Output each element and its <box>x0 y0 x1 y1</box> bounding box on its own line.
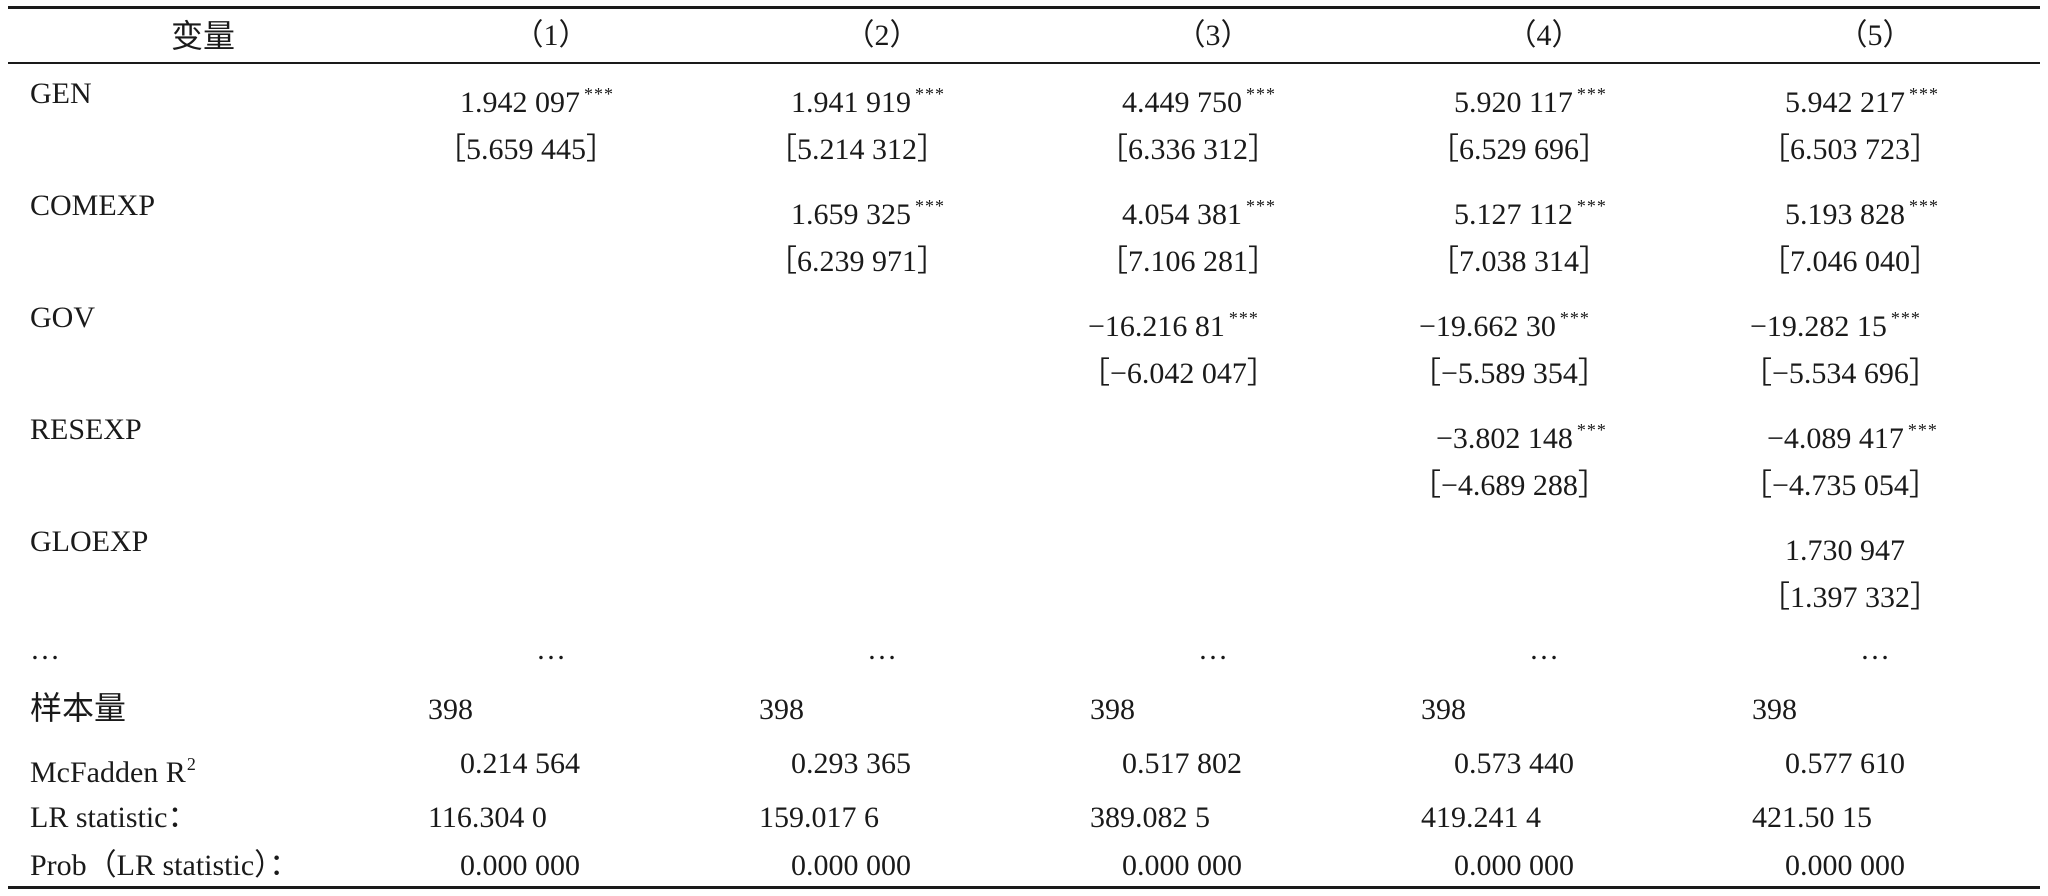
stat-label-lr-statistic: LR statistic： <box>30 801 198 834</box>
regression-table: 变量 （1） （2） （3） （4） （5） GEN 1.942 097 *** … <box>8 6 2040 890</box>
stat-label-prob-lr: Prob（LR statistic）： <box>30 849 300 882</box>
header-col-4: （4） <box>1506 19 1582 52</box>
tstat-resexp-4: ［−4.689 288］ <box>1411 469 1608 502</box>
header-col-5: （5） <box>1837 19 1913 52</box>
mcfadden-r2-3: 0.517 802 <box>1122 747 1242 780</box>
coef-comexp-3: 4.054 381 *** <box>1122 196 1276 231</box>
coef-gov-5: −19.282 15 *** <box>1750 308 1921 343</box>
row-label-comexp: COMEXP <box>30 189 156 222</box>
sample-size-1: 398 <box>428 693 473 726</box>
lr-statistic-4: 419.241 4 <box>1421 801 1541 834</box>
ellipsis-col-4: … <box>1529 633 1559 666</box>
tstat-comexp-2: ［6.239 971］ <box>767 245 947 278</box>
coef-resexp-5: −4.089 417 *** <box>1767 420 1938 455</box>
prob-lr-3: 0.000 000 <box>1122 849 1242 882</box>
tstat-gov-3: ［−6.042 047］ <box>1080 357 1277 390</box>
coef-comexp-4: 5.127 112 *** <box>1454 196 1607 231</box>
tstat-gen-1: ［5.659 445］ <box>436 133 616 166</box>
prob-lr-5: 0.000 000 <box>1785 849 1905 882</box>
header-col-1: （1） <box>513 19 589 52</box>
stat-label-mcfadden-r2: McFadden R2 <box>30 754 197 789</box>
tstat-gov-5: ［−5.534 696］ <box>1742 357 1939 390</box>
header-col-2: （2） <box>844 19 920 52</box>
coef-gen-5: 5.942 217 *** <box>1785 84 1939 119</box>
tstat-gloexp-5: ［1.397 332］ <box>1760 581 1940 614</box>
coef-gen-3: 4.449 750 *** <box>1122 84 1276 119</box>
sample-size-4: 398 <box>1421 693 1466 726</box>
prob-lr-4: 0.000 000 <box>1454 849 1574 882</box>
ellipsis-col-1: … <box>536 633 566 666</box>
coef-comexp-5: 5.193 828 *** <box>1785 196 1939 231</box>
coef-comexp-2: 1.659 325 *** <box>791 196 945 231</box>
tstat-gen-4: ［6.529 696］ <box>1429 133 1609 166</box>
stat-label-sample-size: 样本量 <box>30 689 127 727</box>
row-label-resexp: RESEXP <box>30 413 142 446</box>
ellipsis-col-5: … <box>1860 633 1890 666</box>
tstat-gov-4: ［−5.589 354］ <box>1411 357 1608 390</box>
mcfadden-r2-4: 0.573 440 <box>1454 747 1574 780</box>
prob-lr-2: 0.000 000 <box>791 849 911 882</box>
lr-statistic-1: 116.304 0 <box>428 801 547 834</box>
tstat-comexp-3: ［7.106 281］ <box>1098 245 1278 278</box>
header-rule <box>8 62 2040 64</box>
sample-size-2: 398 <box>759 693 804 726</box>
row-label-gloexp: GLOEXP <box>30 525 149 558</box>
tstat-gen-2: ［5.214 312］ <box>767 133 947 166</box>
tstat-gen-5: ［6.503 723］ <box>1760 133 1940 166</box>
tstat-resexp-5: ［−4.735 054］ <box>1742 469 1939 502</box>
ellipsis-label: … <box>30 633 60 666</box>
prob-lr-1: 0.000 000 <box>460 849 580 882</box>
coef-gen-2: 1.941 919 *** <box>791 84 945 119</box>
coef-gov-3: −16.216 81 *** <box>1088 308 1259 343</box>
tstat-comexp-5: ［7.046 040］ <box>1760 245 1940 278</box>
ellipsis-col-3: … <box>1198 633 1228 666</box>
coef-gen-4: 5.920 117 *** <box>1454 84 1607 119</box>
lr-statistic-2: 159.017 6 <box>759 801 879 834</box>
coef-gen-1: 1.942 097 *** <box>460 84 614 119</box>
coef-gloexp-5: 1.730 947 <box>1785 534 1905 567</box>
coef-gov-4: −19.662 30 *** <box>1419 308 1590 343</box>
lr-statistic-5: 421.50 15 <box>1752 801 1872 834</box>
row-label-gen: GEN <box>30 77 92 110</box>
sample-size-5: 398 <box>1752 693 1797 726</box>
header-col-3: （3） <box>1175 19 1251 52</box>
ellipsis-col-2: … <box>867 633 897 666</box>
mcfadden-r2-5: 0.577 610 <box>1785 747 1905 780</box>
top-rule <box>8 6 2040 9</box>
row-label-gov: GOV <box>30 301 95 334</box>
tstat-comexp-4: ［7.038 314］ <box>1429 245 1609 278</box>
coef-resexp-4: −3.802 148 *** <box>1436 420 1607 455</box>
mcfadden-r2-1: 0.214 564 <box>460 747 580 780</box>
header-variable: 变量 <box>170 17 235 55</box>
mcfadden-r2-2: 0.293 365 <box>791 747 911 780</box>
tstat-gen-3: ［6.336 312］ <box>1098 133 1278 166</box>
bottom-rule <box>8 886 2040 889</box>
lr-statistic-3: 389.082 5 <box>1090 801 1210 834</box>
sample-size-3: 398 <box>1090 693 1135 726</box>
